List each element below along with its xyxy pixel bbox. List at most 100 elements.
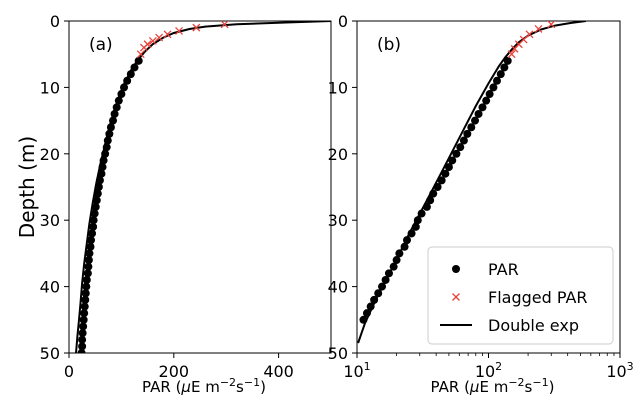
par-point <box>74 382 82 390</box>
flagged-par-point <box>175 27 183 35</box>
par-point <box>103 136 112 145</box>
par-point <box>452 149 461 158</box>
par-point <box>392 256 401 265</box>
par-point <box>77 359 85 367</box>
y-tick-label: 0 <box>338 12 348 31</box>
par-point <box>101 149 110 158</box>
par-point <box>73 399 81 406</box>
par-point <box>93 189 102 198</box>
par-point <box>471 116 480 125</box>
par-point <box>463 129 472 138</box>
par-point <box>109 116 118 125</box>
par-point <box>426 196 435 205</box>
par-point <box>78 352 84 353</box>
axes-frame <box>68 20 332 354</box>
y-tick-label: 20 <box>328 145 348 164</box>
par-point <box>413 216 422 225</box>
panel-label: (a) <box>89 35 113 55</box>
x-tick-label: 103 <box>606 360 633 381</box>
flagged-par-point <box>220 21 229 29</box>
par-point <box>407 229 416 238</box>
par-point <box>84 262 93 271</box>
par-point <box>448 156 457 165</box>
par-point <box>381 275 390 284</box>
par-point <box>437 176 446 185</box>
flagged-par-point <box>136 50 145 59</box>
panel-label: (b) <box>377 35 401 55</box>
par-point <box>402 236 411 245</box>
flagged-par-point <box>163 30 172 39</box>
par-point <box>370 295 379 304</box>
x-tick-label: 101 <box>343 360 370 381</box>
par-point <box>90 209 99 218</box>
par-point <box>87 236 96 245</box>
flagged-par-point <box>510 44 519 53</box>
par-point <box>422 202 431 211</box>
par-point <box>444 163 453 172</box>
par-point <box>89 222 98 231</box>
par-point <box>400 242 409 251</box>
par-point <box>378 282 387 291</box>
par-point <box>73 392 81 400</box>
flagged-par-point <box>547 21 556 29</box>
par-point <box>130 63 139 72</box>
par-point <box>81 295 90 304</box>
par-point <box>441 169 450 178</box>
par-point <box>492 76 501 85</box>
y-tick-label: 10 <box>328 78 348 97</box>
par-point <box>429 189 438 198</box>
par-point <box>74 386 82 394</box>
par-point <box>384 269 393 278</box>
par-point <box>114 96 123 105</box>
par-point <box>389 262 398 271</box>
par-point <box>74 379 82 387</box>
par-point <box>126 70 135 79</box>
par-point <box>75 372 83 380</box>
par-point <box>482 96 491 105</box>
par-point <box>117 90 126 99</box>
legend-entry-label: PAR <box>488 260 519 279</box>
double-exp-line <box>74 21 331 353</box>
par-point <box>123 76 132 85</box>
par-point <box>489 83 498 92</box>
par-point <box>94 183 103 191</box>
y-tick-label: 40 <box>328 278 348 297</box>
legend: PAR Flagged PAR Double exp <box>427 246 614 345</box>
par-point <box>359 315 368 324</box>
y-tick-label: 30 <box>328 211 348 230</box>
par-point <box>92 196 101 205</box>
par-point <box>496 70 505 79</box>
y-tick-label: 30 <box>40 211 60 230</box>
x-axis-label: PAR (μE m−2s−1) <box>142 376 266 396</box>
series-group <box>357 21 587 344</box>
par-point <box>77 356 85 364</box>
par-point <box>112 103 121 112</box>
par-point <box>86 242 95 251</box>
par-point <box>459 136 468 145</box>
par-point <box>79 322 88 331</box>
y-tick-label: 40 <box>40 278 60 297</box>
y-tick-label: 50 <box>328 344 348 363</box>
par-point <box>80 302 89 311</box>
par-point <box>478 103 487 112</box>
par-point <box>89 216 98 225</box>
par-point <box>78 329 87 338</box>
par-point <box>411 222 420 231</box>
flagged-par-point <box>148 36 157 45</box>
x-axis-label: PAR (μE m−2s−1) <box>431 376 555 396</box>
y-tick-label: 0 <box>50 12 60 31</box>
par-point <box>91 202 100 211</box>
par-point <box>467 123 476 132</box>
par-point <box>503 56 512 65</box>
par-point <box>433 183 442 191</box>
legend-flagged-marker <box>452 293 460 301</box>
par-point <box>97 169 106 178</box>
par-point <box>75 366 83 374</box>
par-point <box>84 256 93 265</box>
par-point <box>73 389 81 397</box>
par-point <box>120 83 129 92</box>
y-tick-label: 50 <box>40 344 60 363</box>
